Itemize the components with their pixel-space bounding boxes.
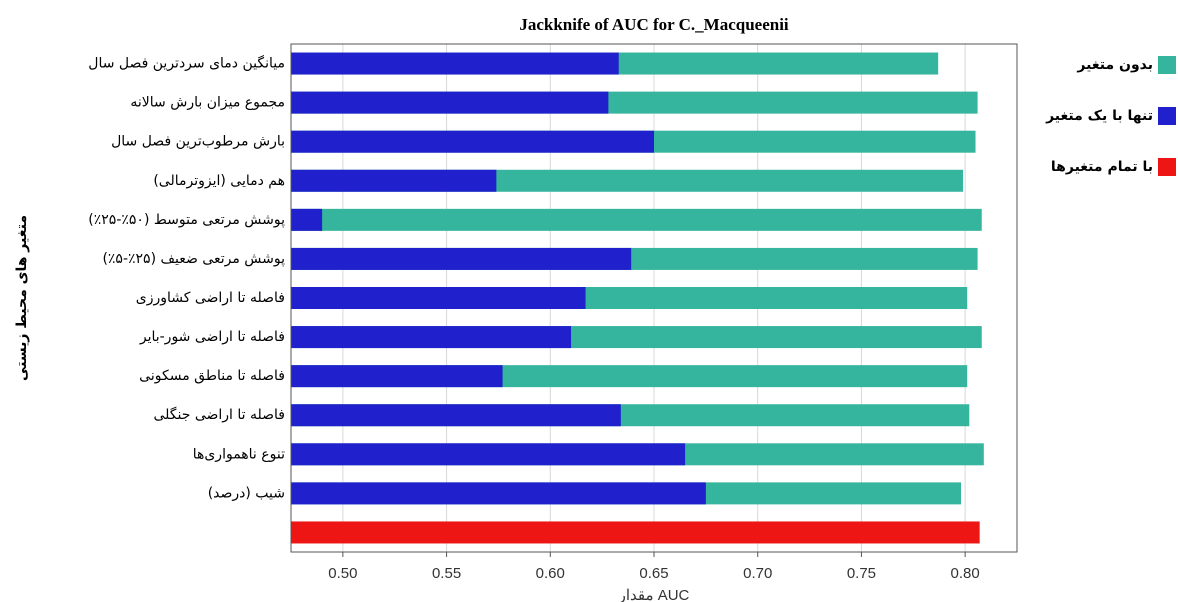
x-tick-label: 0.50 <box>328 565 357 582</box>
y-tick-label: شیب (درصد) <box>208 485 285 501</box>
y-tick-label: مجموع میزان بارش سالانه <box>130 95 285 111</box>
legend-swatch <box>1158 56 1176 74</box>
bar <box>291 404 621 427</box>
legend-swatch <box>1158 107 1176 125</box>
bar <box>291 287 586 309</box>
plot-frame <box>290 43 1018 553</box>
bar <box>291 208 982 231</box>
x-tick-label: 0.75 <box>847 565 876 582</box>
bar <box>291 521 980 544</box>
chart-title: Jackknife of AUC for C._Macqueenii <box>519 15 789 34</box>
bar <box>291 91 609 114</box>
bar <box>291 247 632 270</box>
y-tick-label: فاصله تا اراضی شور-بایر <box>139 329 285 345</box>
y-tick-label: میانگین دمای سردترین فصل سال <box>88 55 285 72</box>
x-axis-label: مقدار AUC <box>618 587 690 602</box>
y-tick-label: پوشش مرتعی ضعیف (۲۵٪-۵٪) <box>102 251 285 267</box>
x-tick-label: 0.80 <box>951 565 980 582</box>
bar <box>291 169 497 192</box>
x-tick-label: 0.70 <box>743 565 772 582</box>
legend-swatch <box>1158 158 1176 176</box>
y-tick-label: فاصله تا اراضی جنگلی <box>153 406 285 423</box>
bar <box>291 130 654 153</box>
x-tick-label: 0.60 <box>536 565 565 582</box>
bar <box>291 482 706 505</box>
bar <box>291 52 619 75</box>
y-tick-label: تنوع ناهمواری‌ها <box>193 446 285 462</box>
x-tick-label: 0.55 <box>432 565 461 582</box>
y-tick-label: پوشش مرتعی متوسط (۵۰٪-۲۵٪) <box>88 212 285 228</box>
legend-label: با تمام متغیرها <box>1051 159 1153 175</box>
bar <box>291 326 572 349</box>
y-tick-label: هم دمایی (ایزوترمالی) <box>153 173 285 189</box>
y-tick-label: فاصله تا مناطق مسکونی <box>139 368 285 384</box>
bar <box>291 208 323 231</box>
bar <box>291 365 503 388</box>
y-tick-label: بارش مرطوب‌ترین فصل سال <box>111 134 285 150</box>
x-tick-label: 0.65 <box>639 565 668 582</box>
bar <box>291 443 686 466</box>
y-axis-label: متغیر های محیط زیستی <box>14 215 30 381</box>
legend-label: تنها با یک متغیر <box>1045 108 1153 124</box>
legend-label: بدون متغیر <box>1076 57 1153 73</box>
y-tick-label: فاصله تا اراضی کشاورزی <box>136 290 285 306</box>
